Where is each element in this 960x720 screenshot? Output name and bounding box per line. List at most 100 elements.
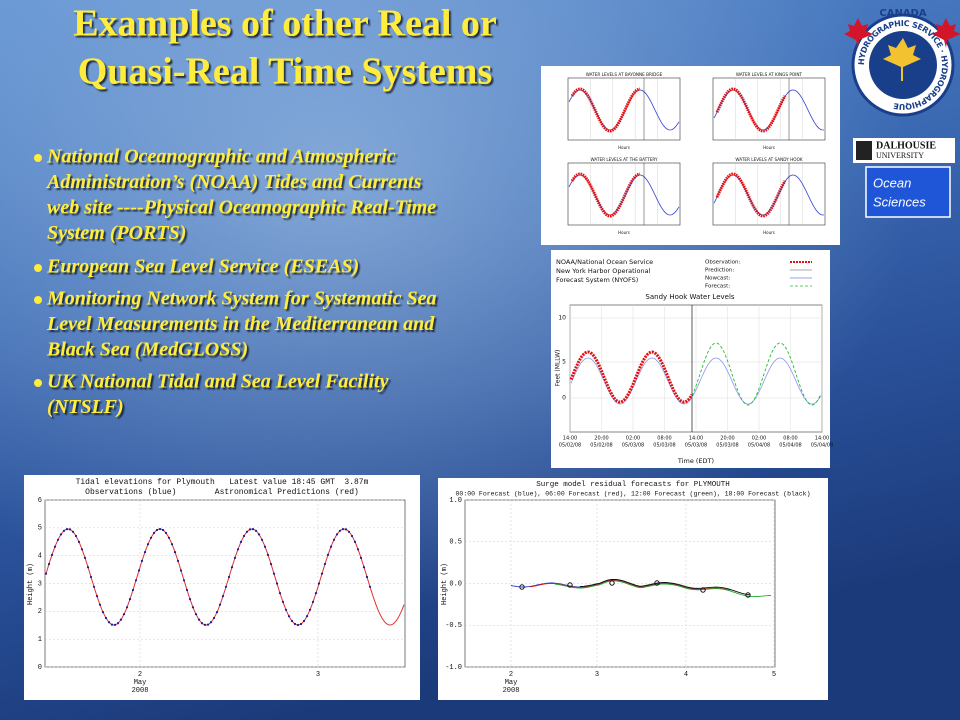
maple-leaf — [932, 18, 960, 48]
title-line: Examples of other Real or — [73, 3, 497, 45]
x-tick-label: 14:00 — [689, 436, 703, 442]
observation-dot — [350, 534, 354, 538]
forecast-start-marker — [654, 580, 660, 586]
observation-dot — [320, 572, 324, 575]
x-tick-label: 05/03/08 — [716, 443, 738, 449]
x-axis-label: Time (EDT) — [677, 457, 714, 465]
observation-dot — [254, 529, 258, 532]
observation-dot — [197, 618, 201, 621]
mini-plot-frame — [712, 162, 826, 226]
bullet-text: Administration’s (NOAA) Tides and Curren… — [45, 171, 422, 193]
observation-dot — [311, 600, 315, 604]
observation-dot — [242, 534, 246, 538]
x-tick-sublabel: May — [505, 679, 518, 687]
observation-dot — [53, 545, 57, 548]
x-tick-label: 02:00 — [752, 436, 766, 442]
observation-dot — [260, 538, 264, 541]
observation-dot — [98, 603, 102, 606]
observation-dot — [281, 600, 285, 604]
observation-dot — [170, 543, 174, 546]
observation-dot — [257, 533, 261, 536]
observation-dot — [74, 534, 78, 538]
mini-plot-frame — [567, 77, 681, 141]
observation-dot — [278, 592, 282, 595]
forecast-start-marker — [700, 587, 706, 593]
mini-chart-title: WATER LEVELS AT SANDY HOOK — [735, 157, 802, 162]
legend-label: Prediction: — [705, 268, 734, 274]
bullet-dot — [34, 379, 42, 387]
y-tick-label: 6 — [38, 497, 42, 505]
bullet-text: (NTSLF) — [47, 396, 124, 418]
x-tick-label: 05/03/08 — [685, 443, 707, 449]
observation-dot — [65, 528, 69, 531]
chart-title: Surge model residual forecasts for PLYMO… — [536, 481, 730, 489]
observation-dot — [266, 553, 270, 557]
mini-x-label: Hours — [618, 145, 630, 150]
observation-dot — [152, 531, 156, 535]
observation-dot — [161, 528, 165, 532]
maple-leaf — [844, 18, 873, 48]
y-tick-label: 10 — [558, 315, 566, 322]
y-tick-label: 5 — [562, 359, 566, 366]
observation-dot — [248, 528, 252, 531]
forecast-curve — [579, 578, 751, 596]
forecast-start-marker — [567, 582, 573, 588]
observation-dot — [365, 575, 369, 579]
observation-dot — [293, 622, 297, 626]
mini-plot-frame — [567, 162, 681, 226]
observation-dot — [125, 606, 129, 609]
plymouth-surge-panel — [438, 478, 828, 700]
logo-canada: CANADA — [879, 8, 926, 19]
y-tick-label: -0.5 — [445, 622, 462, 630]
bullet-text: web site ----Physical Oceanographic Real… — [47, 197, 436, 219]
y-tick-label: 2 — [38, 608, 42, 616]
chs-logo: HYDROGRAPHIC SERVICE · HYDROGRAPHIQUE CA… — [844, 8, 960, 117]
observation-dot — [131, 588, 135, 592]
observation-dot — [212, 616, 216, 620]
observation-dot — [236, 548, 240, 551]
x-tick-label: 2 — [509, 671, 513, 679]
observation-dot — [191, 606, 195, 609]
observation-dot — [104, 616, 108, 620]
observation-dot — [200, 622, 204, 625]
plymouth-tide-panel — [24, 475, 420, 700]
observation-dot — [362, 566, 366, 569]
observation-curve — [569, 350, 694, 404]
observation-dot — [44, 572, 48, 575]
observation-dot — [83, 556, 87, 560]
observation-curve — [570, 172, 641, 218]
observation-dot — [164, 531, 168, 535]
y-tick-label: -1.0 — [445, 664, 462, 672]
observation-dot — [101, 611, 105, 614]
x-tick-label: 05/02/08 — [559, 443, 581, 449]
observation-dot — [353, 540, 357, 544]
x-tick-label: 3 — [316, 671, 320, 679]
dalhousie-name: DALHOUSIE — [876, 140, 936, 151]
observation-dot — [314, 592, 318, 595]
observation-dot — [341, 528, 345, 531]
y-tick-label: 0.5 — [449, 539, 462, 547]
observation-dot — [182, 579, 186, 582]
observation-dot — [302, 619, 306, 623]
observation-dot — [92, 585, 96, 588]
y-tick-label: 5 — [38, 525, 42, 533]
observation-dot — [149, 536, 153, 539]
observation-dot — [176, 559, 180, 563]
observation-dot — [47, 562, 51, 566]
y-tick-label: 3 — [38, 580, 42, 588]
observation-dot — [287, 615, 291, 618]
x-tick-label: 05/04/08 — [811, 443, 833, 449]
x-tick-label: 08:00 — [657, 436, 671, 442]
forecast-start-marker — [745, 592, 751, 598]
observation-dot — [71, 530, 75, 533]
observation-dot — [116, 622, 120, 625]
x-tick-sublabel: 2008 — [503, 687, 520, 695]
mini-chart-title: WATER LEVELS AT BAYONNE BRIDGE — [586, 72, 663, 77]
x-tick-label: 05/04/08 — [748, 443, 770, 449]
observation-dot — [89, 575, 93, 579]
observation-dot — [62, 529, 66, 532]
mini-chart-title: WATER LEVELS AT THE BATTERY — [590, 157, 658, 162]
observation-dot — [221, 595, 225, 598]
observation-dot — [326, 553, 330, 557]
